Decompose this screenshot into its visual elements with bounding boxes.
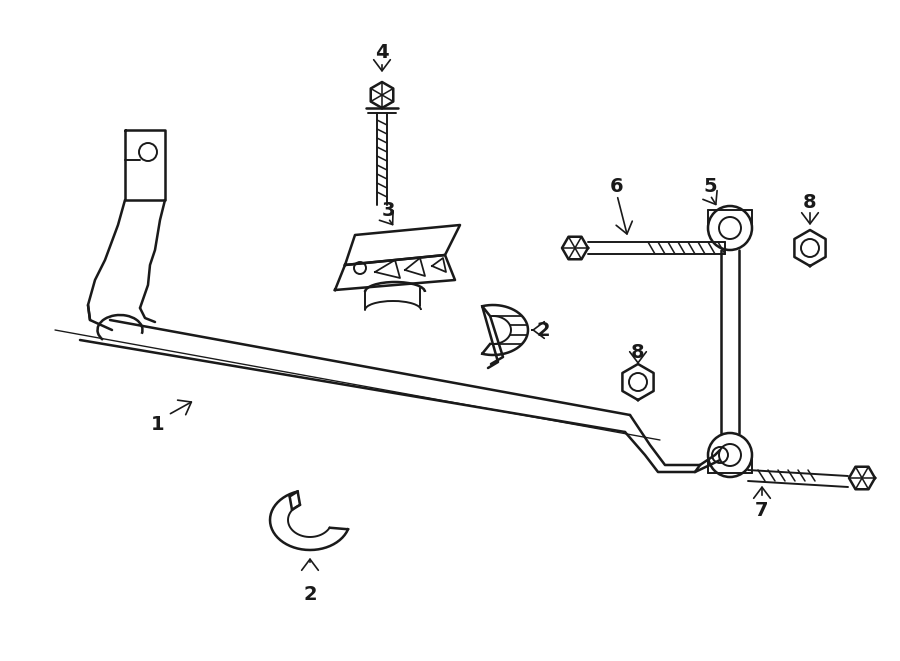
Text: 2: 2 [536, 321, 550, 340]
Text: 8: 8 [803, 192, 817, 212]
Text: 8: 8 [631, 342, 644, 362]
Text: 6: 6 [610, 178, 624, 196]
Text: 5: 5 [703, 178, 716, 196]
Text: 2: 2 [303, 586, 317, 605]
Text: 1: 1 [151, 414, 165, 434]
Text: 7: 7 [755, 500, 769, 520]
Text: 4: 4 [375, 42, 389, 61]
Text: 3: 3 [382, 200, 395, 219]
